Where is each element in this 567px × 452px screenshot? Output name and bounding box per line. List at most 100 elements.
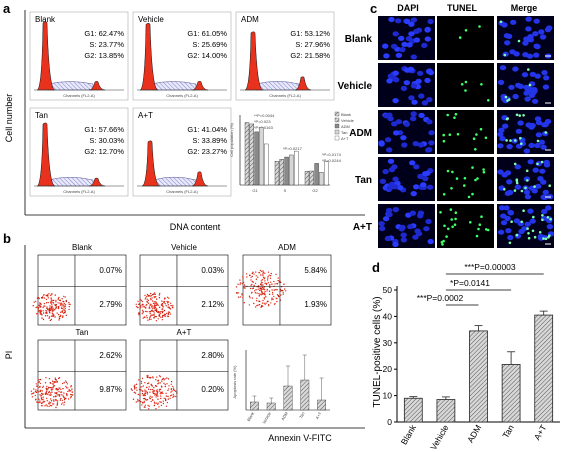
tunel-dot [442,139,446,143]
tunel-dot [478,223,482,226]
event-dot [147,374,149,377]
event-dot [58,316,61,318]
event-dot [146,391,148,394]
event-dot [148,376,150,378]
tunel-bg [437,110,494,154]
event-dot [64,380,67,382]
event-dot [44,392,47,394]
event-dot [163,302,165,304]
event-dot [268,305,270,307]
event-dot [48,390,50,393]
event-dot [46,397,48,400]
tunel-dot [472,137,476,140]
event-dot [159,401,161,403]
event-dot [61,305,63,307]
merge-nucleus [541,208,548,215]
event-dot [33,388,35,390]
nucleus [378,140,385,146]
event-dot [35,398,37,400]
event-dot [60,403,63,405]
tunel-dot [451,225,454,229]
tunel-dot [484,136,488,140]
event-dot [144,382,146,384]
event-dot [135,383,138,385]
event-dot [65,397,67,400]
nucleus [415,27,423,33]
event-dot [134,387,136,389]
event-dot [268,274,270,276]
event-dot [157,395,159,397]
event-dot [262,276,265,278]
event-dot [270,275,272,277]
event-dot [170,383,172,385]
apoptosis-bar-chart: Apoptosis rate (%) Blank Vehicle ADM Tan A+T [232,350,330,425]
cc-bar-category: S [284,188,287,193]
event-dot [168,388,170,390]
event-dot [259,289,261,292]
nucleus [417,70,424,76]
event-dot [37,401,40,404]
event-dot [63,312,65,314]
event-dot [264,277,266,279]
nucleus [412,141,419,147]
nucleus [393,130,400,136]
event-dot [169,313,172,315]
event-dot [256,304,258,307]
event-dot [158,390,161,392]
event-dot [151,388,154,391]
row-label: A+T [353,222,372,233]
event-dot [250,284,252,286]
dapi-image [378,16,435,60]
g2-peak [191,80,209,91]
event-dot [165,312,168,315]
merge-nucleus [535,183,542,189]
ap-bar [300,379,310,411]
s-phase-area [47,81,94,91]
event-dot [164,398,167,400]
ap-bar-category: Blank [246,411,255,422]
event-dot [50,298,52,300]
event-dot [42,396,44,398]
event-dot [151,309,153,311]
histogram-title: Vehicle [138,15,164,24]
event-dot [45,388,48,390]
event-dot [272,293,274,295]
event-dot [254,290,256,292]
event-dot [241,282,243,285]
event-dot [162,314,164,317]
histogram-axis-caption: Channels (FL2-A) [63,93,95,98]
event-dot [39,389,42,392]
event-dot [156,308,158,310]
event-dot [46,311,48,313]
event-dot [46,385,48,388]
event-dot [63,304,65,306]
g1-peak [244,31,264,91]
event-dot [54,377,56,379]
nucleus [407,66,415,72]
event-dot [36,401,38,403]
event-dot [251,297,254,299]
g1-peak [139,23,159,91]
event-dot [260,287,262,290]
nucleus [412,234,419,240]
merge-nucleus [525,16,532,22]
merge-dot [527,232,530,235]
event-dot [41,399,43,401]
upper-right-value: 0.07% [99,266,122,275]
nucleus [386,78,393,84]
nucleus [400,85,408,91]
merge-dot [505,139,508,142]
panel-label-c: c [370,1,377,16]
merge-dot [515,233,519,237]
event-dot [51,293,53,295]
event-dot [51,308,53,311]
event-dot [156,298,158,300]
event-dot [253,284,255,287]
merge-nucleus [539,34,547,40]
event-dot [135,401,137,403]
nucleus [386,211,393,218]
event-dot [50,400,53,402]
event-dot [268,293,271,295]
event-dot [167,395,169,398]
